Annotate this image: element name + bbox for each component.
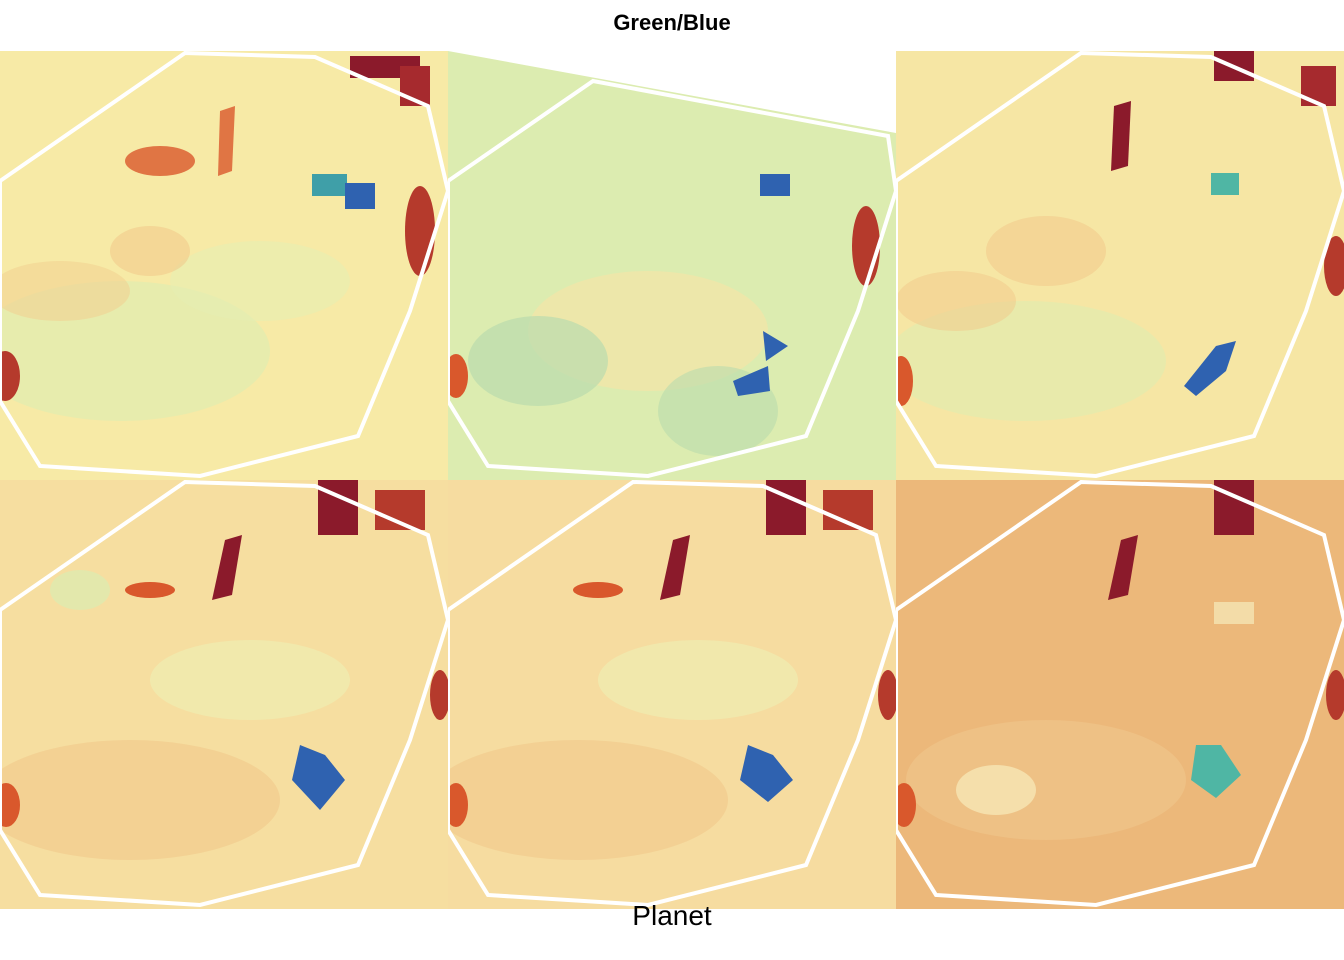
panel-r2c2 [448,480,896,909]
panel-r2c3 [896,480,1344,909]
raster-image-r2c3 [896,480,1344,909]
panel-r1c1 [0,51,448,480]
panel-r1c3 [896,51,1344,480]
x-axis-label: Planet [632,900,712,931]
panel-r1c2 [448,51,896,480]
raster-image-r1c3 [896,51,1344,480]
raster-image-r1c2 [448,51,896,480]
panel-r2c1 [0,480,448,909]
chart-title: Green/Blue [613,10,731,35]
raster-image-r2c2 [448,480,896,909]
raster-image-r1c1 [0,51,448,480]
raster-image-r2c1 [0,480,448,909]
